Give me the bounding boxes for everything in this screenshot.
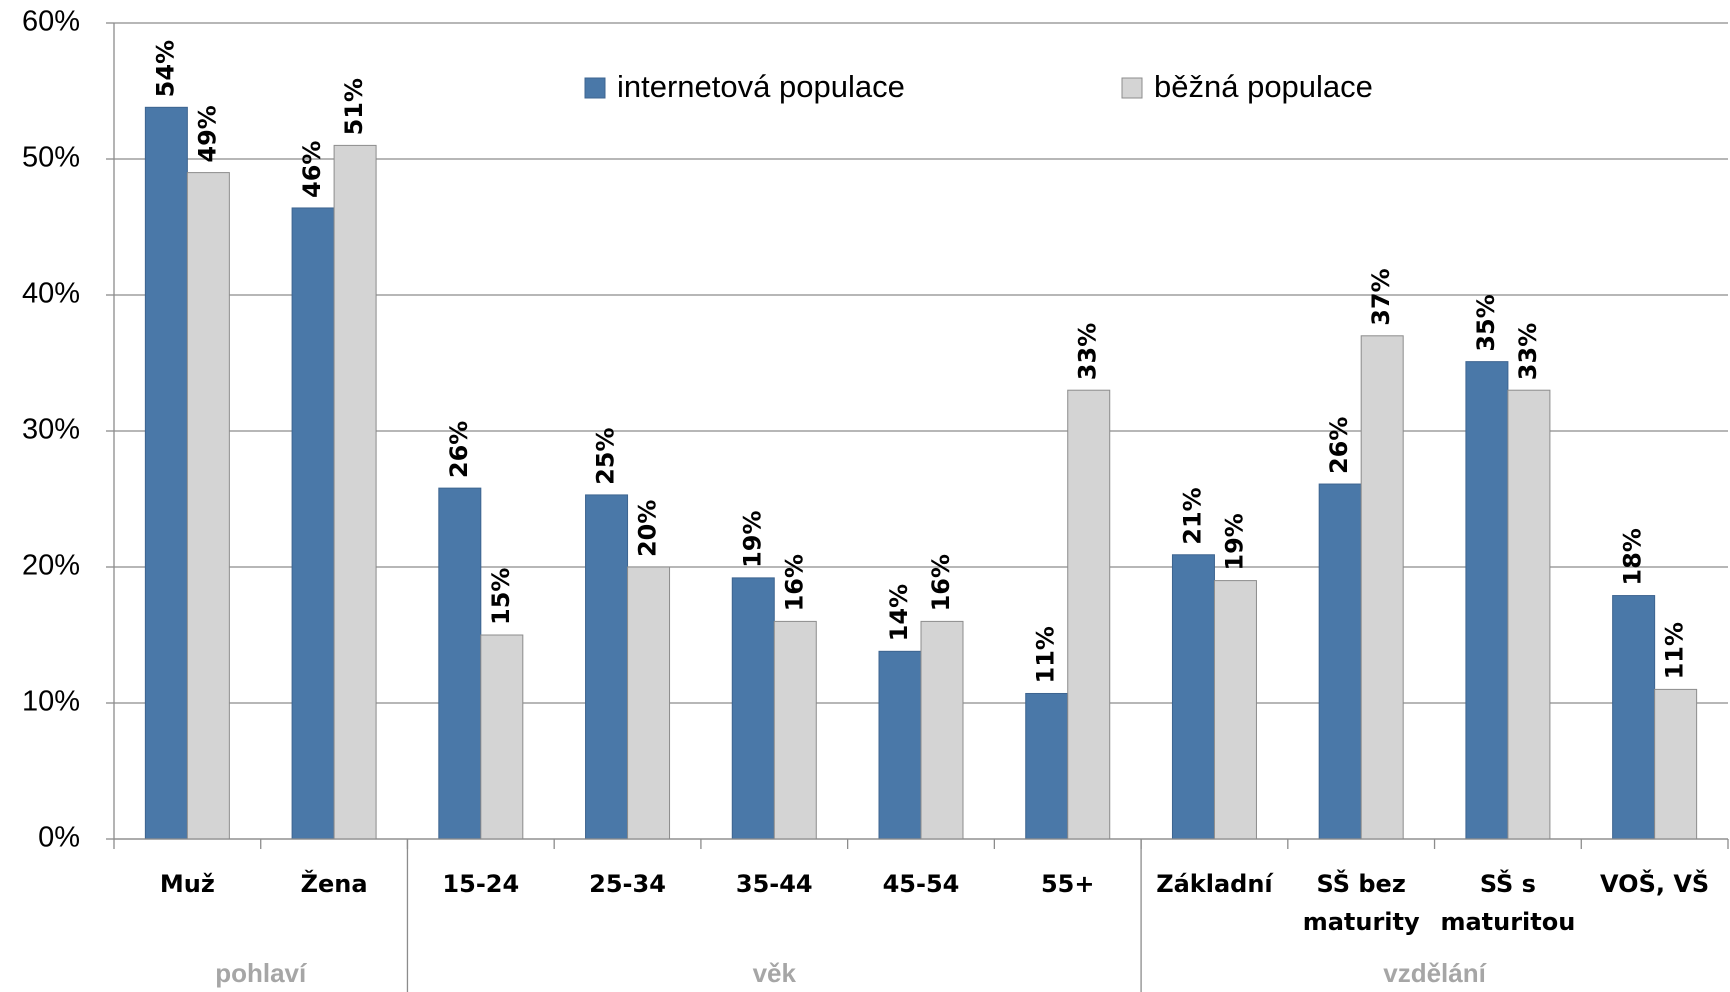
group-label: vzdělání [1383,958,1486,988]
x-tick-label-box: Muž [159,870,215,898]
x-tick-label: 15-24 [442,870,520,898]
data-label: 16% [927,554,955,611]
bar [1025,692,1069,840]
data-label: 19% [1220,513,1248,570]
bar [480,634,524,840]
y-tick-label: 30% [22,414,80,446]
y-tick-label: 50% [22,142,80,174]
data-label: 35% [1472,294,1500,351]
x-tick-label: SŠ s maturitou [1440,870,1576,936]
data-label: 19% [738,510,766,567]
x-tick-label-box: SŠ s maturitou [1440,870,1576,936]
data-label: 11% [1661,622,1689,679]
data-label: 11% [1032,626,1060,683]
bar [1067,389,1111,840]
y-tick-label: 0% [38,822,80,854]
bar [1465,361,1509,840]
data-label: 33% [1074,323,1102,380]
data-label: 37% [1367,268,1395,325]
x-tick-label: Muž [159,870,215,898]
bar [291,207,335,840]
bar [1612,595,1656,840]
y-tick-label: 40% [22,278,80,310]
x-tick-label: 55+ [1040,870,1095,898]
data-label: 25% [592,427,620,484]
data-label: 26% [445,421,473,478]
bar [1654,688,1698,840]
data-label: 33% [1514,323,1542,380]
y-tick-label: 10% [22,686,80,718]
x-tick-label: VOŠ, VŠ [1600,870,1710,898]
x-tick-label: 35-44 [735,870,813,898]
data-label: 49% [193,105,221,162]
x-tick-label-box: Žena [300,870,368,898]
data-label: 20% [634,500,662,557]
x-tick-label: 45-54 [882,870,960,898]
bar [333,144,377,840]
y-tick-label: 20% [22,550,80,582]
bar [920,620,964,840]
data-label: 21% [1178,487,1206,544]
data-label: 46% [298,141,326,198]
bar [731,577,775,840]
bar [585,494,629,840]
x-tick-label: SŠ bez maturity [1302,870,1420,936]
legend-swatch [584,77,606,99]
x-tick-label-box: 35-44 [735,870,813,898]
bar [1171,554,1215,840]
x-tick-label-box: 45-54 [882,870,960,898]
x-tick-label-box: 55+ [1040,870,1095,898]
x-tick-label-box: 25-34 [589,870,666,898]
data-label: 26% [1325,417,1353,474]
x-tick-label: Základní [1156,870,1273,898]
data-label: 16% [780,554,808,611]
bar [773,620,817,840]
data-label: 54% [151,40,179,97]
bar [1507,389,1551,840]
bar [1318,483,1362,840]
legend-swatch [1121,77,1143,99]
group-label: pohlaví [215,958,307,988]
x-tick-label: Žena [300,870,368,898]
bar [1360,335,1404,840]
legend-label: internetová populace [617,69,905,104]
group-label: věk [753,958,797,988]
bar [186,172,230,840]
data-label: 15% [487,568,515,625]
y-tick-label: 60% [22,6,80,38]
data-label: 51% [340,78,368,135]
legend-label: běžná populace [1154,69,1373,104]
data-label: 14% [885,584,913,641]
x-tick-label-box: 15-24 [442,870,520,898]
bar [627,566,671,840]
bar [878,650,922,840]
bar [1213,580,1257,840]
bar [438,487,482,840]
x-tick-label-box: Základní [1156,870,1273,898]
x-tick-label-box: VOŠ, VŠ [1600,870,1710,898]
data-label: 18% [1619,528,1647,585]
x-tick-label-box: SŠ bez maturity [1302,870,1420,936]
bar [144,106,188,840]
x-tick-label: 25-34 [589,870,666,898]
